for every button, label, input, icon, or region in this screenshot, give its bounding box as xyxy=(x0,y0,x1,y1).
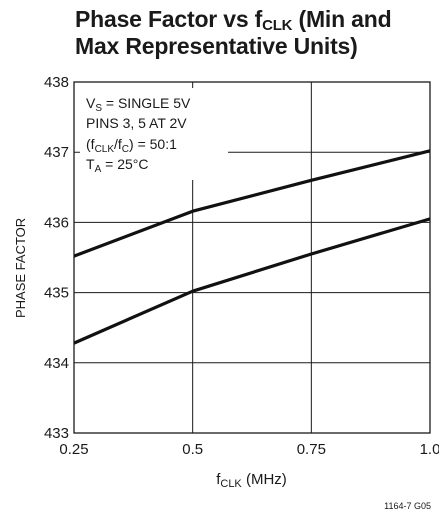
x-tick-label: 0.5 xyxy=(182,441,203,458)
x-axis-label-sub: CLK xyxy=(220,478,242,490)
chart-title-sub: CLK xyxy=(262,17,293,34)
x-axis-label-a: f xyxy=(216,471,221,488)
annotation-line-4-a: T xyxy=(86,156,95,172)
chart-title: Phase Factor vs fCLK (Min and Max Repres… xyxy=(75,6,435,60)
annotation-line-3-c: ) = 50:1 xyxy=(129,136,177,152)
annotation-line-2-text: PINS 3, 5 AT 2V xyxy=(86,115,187,131)
annotation-block: VS = SINGLE 5V PINS 3, 5 AT 2V (fCLK/fC)… xyxy=(86,95,191,175)
x-axis-label: fCLK (MHz) xyxy=(0,471,439,490)
x-axis-label-b: (MHz) xyxy=(241,471,287,488)
y-tick-label: 435 xyxy=(44,285,69,302)
figure-id: 1164-7 G05 xyxy=(384,501,431,511)
chart-title-part2: (Min and xyxy=(292,6,392,32)
annotation-line-3: (fCLK/fC) = 50:1 xyxy=(86,136,177,155)
y-tick-labels: 438 437 436 435 434 433 xyxy=(44,74,69,442)
annotation-line-1-sub: S xyxy=(95,103,102,114)
annotation-line-4: TA = 25°C xyxy=(86,156,148,175)
chart-title-part1: Phase Factor vs f xyxy=(75,6,263,32)
annotation-line-2: PINS 3, 5 AT 2V xyxy=(86,115,187,131)
series-line-2 xyxy=(73,217,431,345)
annotation-line-3-sub2: C xyxy=(122,144,129,155)
series-lines xyxy=(73,149,431,345)
annotation-line-1-a: V xyxy=(86,95,96,111)
annotation-line-3-b: /f xyxy=(114,136,122,152)
y-tick-label: 436 xyxy=(44,214,69,231)
annotation-background xyxy=(80,88,228,180)
annotation-line-1: VS = SINGLE 5V xyxy=(86,95,191,114)
y-tick-label: 434 xyxy=(44,355,69,372)
x-tick-labels: 0.25 0.5 0.75 1.0 xyxy=(59,441,439,458)
annotation-line-4-sub: A xyxy=(95,164,102,175)
x-tick-label: 1.0 xyxy=(420,441,439,458)
annotation-line-4-b: = 25°C xyxy=(101,156,148,172)
plot-frame xyxy=(73,81,431,434)
plot-border xyxy=(73,81,431,434)
x-tick-label: 0.25 xyxy=(59,441,88,458)
series-line-1 xyxy=(73,149,431,258)
y-tick-label: 438 xyxy=(44,74,69,91)
annotation-line-3-a: (f xyxy=(86,136,95,152)
y-tick-label: 437 xyxy=(44,144,69,161)
annotation-line-3-sub1: CLK xyxy=(95,144,115,155)
y-tick-label: 433 xyxy=(44,425,69,442)
chart-title-line2: Max Representative Units) xyxy=(75,33,358,59)
x-tick-label: 0.75 xyxy=(297,441,326,458)
annotation-line-1-b: = SINGLE 5V xyxy=(102,95,191,111)
